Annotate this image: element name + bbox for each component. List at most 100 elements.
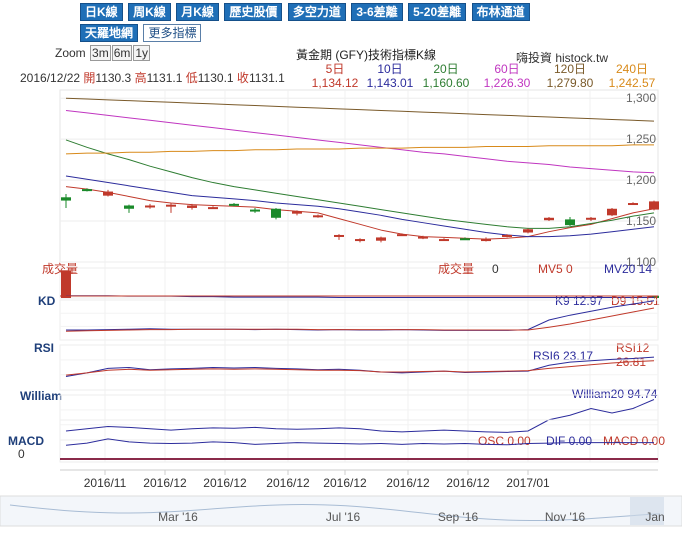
tab-bar: 日K線 周K線 月K線 歷史股價 多空力道 3-6差離 5-20差離 布林通道 … — [80, 3, 550, 45]
high-value: 1131.1 — [146, 71, 183, 85]
open-label: 開 — [83, 71, 96, 85]
ma-line-120日 — [65, 97, 655, 122]
candle-body — [166, 204, 176, 207]
d9-line — [65, 307, 655, 332]
chart-title: 黃金期 (GFY)技術指標K線 — [296, 48, 436, 62]
navigator-label: Mar '16 — [158, 510, 198, 524]
tab-net[interactable]: 天羅地網 — [80, 24, 139, 42]
tab-history[interactable]: 歷史股價 — [224, 3, 283, 21]
macd-panel-frame — [59, 419, 659, 463]
main-y-tick-label: 1,100 — [626, 255, 656, 269]
high-label: 高 — [134, 71, 147, 85]
zoom-1y-button[interactable]: 1y — [133, 45, 151, 61]
tab-monthly-k[interactable]: 月K線 — [176, 3, 219, 21]
k9-readout: K9 12.97 — [555, 294, 603, 308]
close-label: 收 — [236, 71, 249, 85]
main-y-tick-label: 1,200 — [626, 173, 656, 187]
candle-body — [649, 201, 659, 210]
navigator-label: Nov '16 — [545, 510, 586, 524]
tab-daily-k[interactable]: 日K線 — [80, 3, 123, 21]
candle-body — [481, 239, 491, 242]
candle-body — [82, 189, 92, 192]
x-tick-label: 2016/11 — [84, 476, 127, 490]
low-label: 低 — [185, 71, 198, 85]
navigator-label: Jul '16 — [326, 510, 361, 524]
candle-body — [565, 219, 575, 226]
candle-body — [61, 197, 71, 201]
low-value: 1130.1 — [197, 71, 234, 85]
william-panel-frame — [59, 394, 659, 441]
open-value: 1130.3 — [95, 71, 132, 85]
volume-bar — [649, 295, 659, 298]
candle-body — [607, 208, 617, 216]
rsi-label: RSI — [34, 341, 54, 355]
x-tick-label: 2016/12 — [203, 476, 247, 490]
candle-body — [628, 203, 638, 206]
ma-line-5日 — [65, 186, 655, 240]
x-tick-label: 2016/12 — [266, 476, 310, 490]
tab-weekly-k[interactable]: 周K線 — [128, 3, 171, 21]
candle-body — [502, 234, 512, 237]
ohlc-readout: 2016/12/22 開1130.3 高1131.1 低1130.1 收1131… — [20, 69, 285, 86]
ma60-legend: 60日 1,226.30 — [483, 62, 531, 90]
kd-panel-frame — [59, 299, 659, 341]
main-y-tick-label: 1,300 — [626, 91, 656, 105]
candle-body — [376, 237, 386, 241]
candle-body — [292, 211, 302, 214]
x-tick-label: 2016/12 — [446, 476, 490, 490]
rsi12-line — [65, 360, 655, 376]
ma-line-10日 — [65, 175, 655, 238]
x-tick-label: 2016/12 — [386, 476, 430, 490]
d9-readout: D9 15.51 — [611, 294, 660, 308]
macd-zero-label: 0 — [18, 447, 25, 461]
dif-readout: DIF 0.00 — [546, 434, 592, 448]
tab-more-indicators[interactable]: 更多指標 — [143, 24, 202, 42]
osc-readout: OSC 0.00 — [478, 434, 531, 448]
ma10-legend: 10日 1,143.01 — [366, 62, 414, 90]
mv20-readout: MV20 14 — [604, 262, 652, 276]
ma-line-240日 — [65, 144, 654, 155]
ma-line-20日 — [65, 139, 655, 229]
x-tick-label: 2016/12 — [143, 476, 187, 490]
macd-label: MACD — [8, 434, 44, 448]
candle-body — [418, 236, 428, 239]
tab-bollinger[interactable]: 布林通道 — [471, 3, 530, 21]
ma120-legend: 120日 1,279.80 — [546, 62, 594, 90]
candle-body — [208, 207, 218, 210]
tab-power[interactable]: 多空力道 — [287, 3, 346, 21]
macd-readout: MACD 0.00 — [603, 434, 665, 448]
x-tick-label: 2017/01 — [506, 476, 550, 490]
zoom-3m-button[interactable]: 3m — [90, 45, 111, 61]
william-label: William — [20, 389, 62, 403]
candle-body — [355, 239, 365, 242]
zoom-6m-button[interactable]: 6m — [111, 45, 133, 61]
navigator-selection — [630, 497, 664, 525]
close-value: 1131.1 — [248, 71, 285, 85]
candle-body — [397, 234, 407, 237]
tab-3-6-diff[interactable]: 3-6差離 — [351, 3, 403, 21]
candle-body — [544, 217, 554, 221]
zoom-control: Zoom 3m 6m 1y — [55, 45, 151, 61]
mv5-readout: MV5 0 — [538, 262, 573, 276]
ma5-legend: 5日 1,134.12 — [311, 62, 359, 90]
candle-body — [124, 205, 134, 209]
main-y-tick-label: 1,150 — [626, 214, 656, 228]
candle-body — [250, 209, 260, 212]
navigator-label: Jan — [645, 510, 664, 524]
candle-body — [229, 203, 239, 206]
volume-value: 0 — [492, 262, 499, 276]
tab-5-20-diff[interactable]: 5-20差離 — [408, 3, 467, 21]
candle-body — [313, 215, 323, 218]
zoom-label: Zoom — [55, 46, 86, 60]
candle-body — [334, 234, 344, 237]
macd-line — [65, 438, 654, 446]
william20-readout: William20 94.74 — [572, 387, 658, 401]
navigator-frame — [0, 495, 682, 527]
candle-body — [145, 205, 155, 208]
candle-body — [460, 238, 470, 241]
volume-label: 成交量 — [42, 261, 78, 276]
candle-body — [271, 208, 281, 218]
candle-body — [523, 229, 533, 233]
candle-body — [187, 205, 197, 208]
